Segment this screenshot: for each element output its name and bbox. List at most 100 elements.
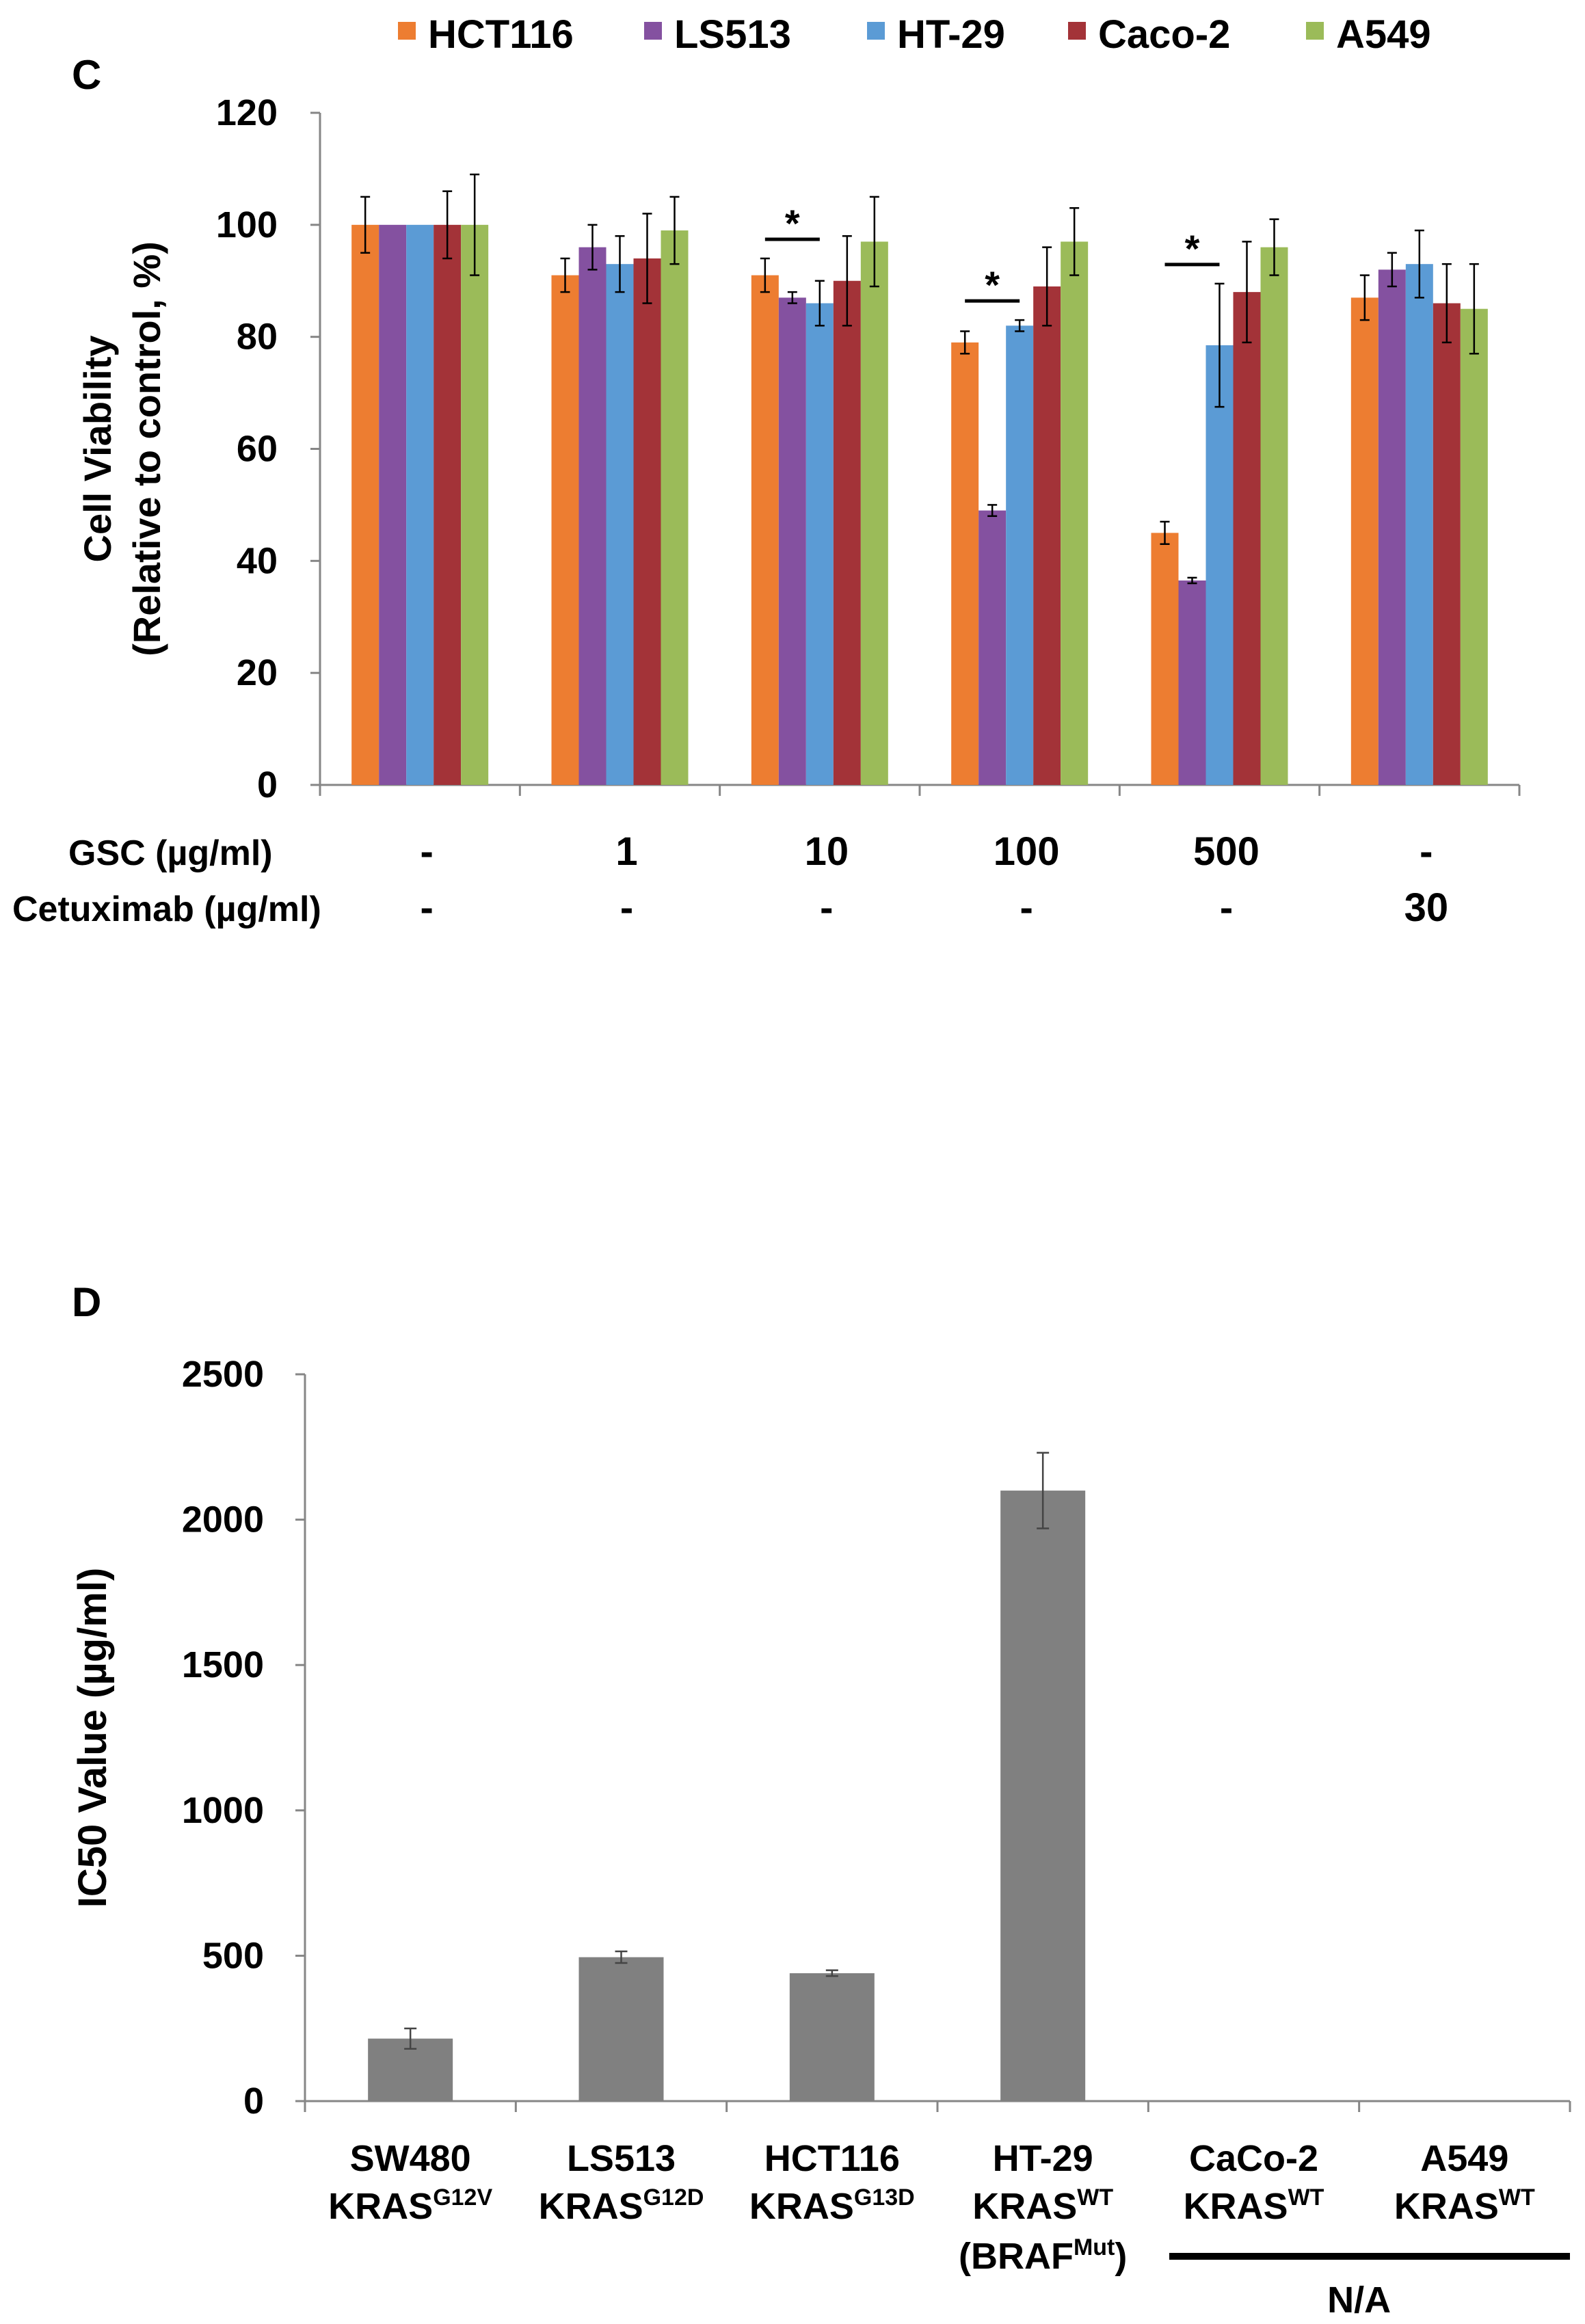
category-genotype: KRASG12D [539, 2185, 704, 2227]
legend-label: HT-29 [897, 12, 1005, 57]
y-tick-label: 2500 [182, 1354, 264, 1395]
category-label: HT-29 [993, 2138, 1093, 2179]
y-tick-label: 80 [237, 317, 278, 358]
bar-a549 [1460, 308, 1488, 785]
bar-ht-29 [1206, 345, 1234, 785]
legend-swatch-hct116 [398, 22, 416, 40]
significance-mark: * [785, 202, 800, 245]
bar-caco-2 [833, 280, 861, 785]
bar-ls513 [578, 247, 607, 786]
bar-hct116 [1151, 533, 1179, 785]
treatment-row-label: GSC (µg/ml) [68, 833, 273, 873]
chart-d: 0 500 1000 1500 2000 2500 IC50 Value (µg/ml) SW… [70, 1354, 1571, 2321]
chart-c: 0 20 40 60 80 100 120 Cell Viability (Relative t… [12, 92, 1521, 930]
y-tick-label: 20 [237, 652, 278, 693]
legend-label: HCT116 [428, 12, 574, 57]
category-label: HCT116 [764, 2138, 900, 2179]
category-genotype: KRASG12V [328, 2185, 492, 2227]
category-label: CaCo-2 [1189, 2138, 1318, 2179]
legend-swatch-ls513 [644, 22, 662, 40]
y-tick-label: 120 [216, 92, 278, 133]
note-superscript: Mut [1074, 2234, 1115, 2260]
genotype-superscript: G12D [643, 2185, 704, 2211]
bar-hct116 [1350, 297, 1378, 785]
bar-ls513 [379, 224, 407, 785]
y-tick-label: 500 [202, 1935, 264, 1976]
gsc-value: 10 [805, 829, 849, 874]
bar-ht-29 [805, 303, 834, 785]
legend-swatch-a549 [1306, 22, 1324, 40]
note-close: ) [1115, 2236, 1127, 2277]
significance-mark: * [985, 263, 1000, 306]
category-genotype: KRASWT [1394, 2185, 1535, 2227]
y-tick-label: 1000 [182, 1790, 264, 1831]
genotype-superscript: G13D [854, 2185, 915, 2211]
bar-caco-2 [434, 224, 462, 785]
bar-hct116 [351, 224, 379, 785]
panel-d-label: D [72, 1279, 101, 1325]
legend-swatch-ht-29 [867, 22, 885, 40]
treatment-row-label: Cetuximab (µg/ml) [12, 890, 321, 929]
genotype-gene: KRAS [972, 2186, 1077, 2227]
significance-mark: * [1185, 227, 1200, 270]
genotype-superscript: WT [1499, 2185, 1535, 2211]
gsc-value: 500 [1193, 829, 1260, 874]
cetuximab-value: 30 [1404, 885, 1449, 930]
bar [578, 1957, 664, 2101]
genotype-superscript: WT [1077, 2185, 1113, 2211]
genotype-gene: KRAS [749, 2186, 854, 2227]
bar-hct116 [551, 275, 579, 785]
bar-caco-2 [1233, 292, 1261, 786]
cetuximab-value: - [1220, 885, 1233, 930]
cetuximab-value: - [421, 885, 434, 930]
bar-a549 [860, 241, 888, 785]
genotype-superscript: G12V [433, 2185, 492, 2211]
panel-c-label: C [72, 52, 101, 98]
y-tick-label: 60 [237, 429, 278, 470]
bar-ht-29 [406, 224, 434, 785]
genotype-gene: KRAS [328, 2186, 433, 2227]
cetuximab-value: - [1020, 885, 1033, 930]
bar-caco-2 [1433, 303, 1461, 785]
legend-label: A549 [1336, 12, 1431, 57]
y-tick-label: 100 [216, 204, 278, 245]
bar-a549 [461, 224, 489, 785]
bar-a549 [1260, 247, 1288, 786]
y-tick-label: 0 [243, 2081, 264, 2122]
gsc-value: - [421, 829, 434, 874]
category-genotype: KRASWT [1184, 2185, 1324, 2227]
y-axis-title: IC50 Value (µg/ml) [70, 1568, 115, 1908]
gsc-value: 1 [615, 829, 637, 874]
bar-ht-29 [1006, 325, 1034, 785]
y-axis-title: Cell Viability (Relative to control, %) [76, 241, 168, 656]
y-tick-label: 2000 [182, 1499, 264, 1540]
legend-label: Caco-2 [1098, 12, 1230, 57]
category-label: SW480 [350, 2138, 471, 2179]
genotype-superscript: WT [1288, 2185, 1324, 2211]
bar-caco-2 [633, 258, 661, 785]
genotype-gene: KRAS [1394, 2186, 1499, 2227]
bar-ls513 [778, 297, 806, 785]
bar-hct116 [951, 342, 979, 785]
legend: HCT116 LS513 HT-29 Caco-2 A549 [398, 12, 1431, 57]
bar-ls513 [1378, 269, 1406, 785]
category-note: (BRAFMut) [959, 2234, 1127, 2277]
y-axis-title-line: (Relative to control, %) [125, 241, 168, 656]
bar-a549 [1061, 241, 1089, 785]
bar-caco-2 [1033, 286, 1061, 786]
na-label: N/A [1327, 2280, 1391, 2321]
gsc-value: 100 [994, 829, 1060, 874]
y-tick-label: 40 [237, 540, 278, 581]
category-genotype: KRASWT [972, 2185, 1113, 2227]
genotype-gene: KRAS [539, 2186, 643, 2227]
cetuximab-value: - [620, 885, 633, 930]
bar-ht-29 [606, 264, 634, 785]
genotype-gene: KRAS [1184, 2186, 1288, 2227]
note-gene: (BRAF [959, 2236, 1074, 2277]
y-tick-label: 1500 [182, 1644, 264, 1685]
cetuximab-value: - [820, 885, 833, 930]
gsc-value: - [1420, 829, 1433, 874]
bar-ls513 [978, 510, 1007, 785]
legend-swatch-caco-2 [1068, 22, 1086, 40]
bar-ht-29 [1405, 264, 1433, 785]
